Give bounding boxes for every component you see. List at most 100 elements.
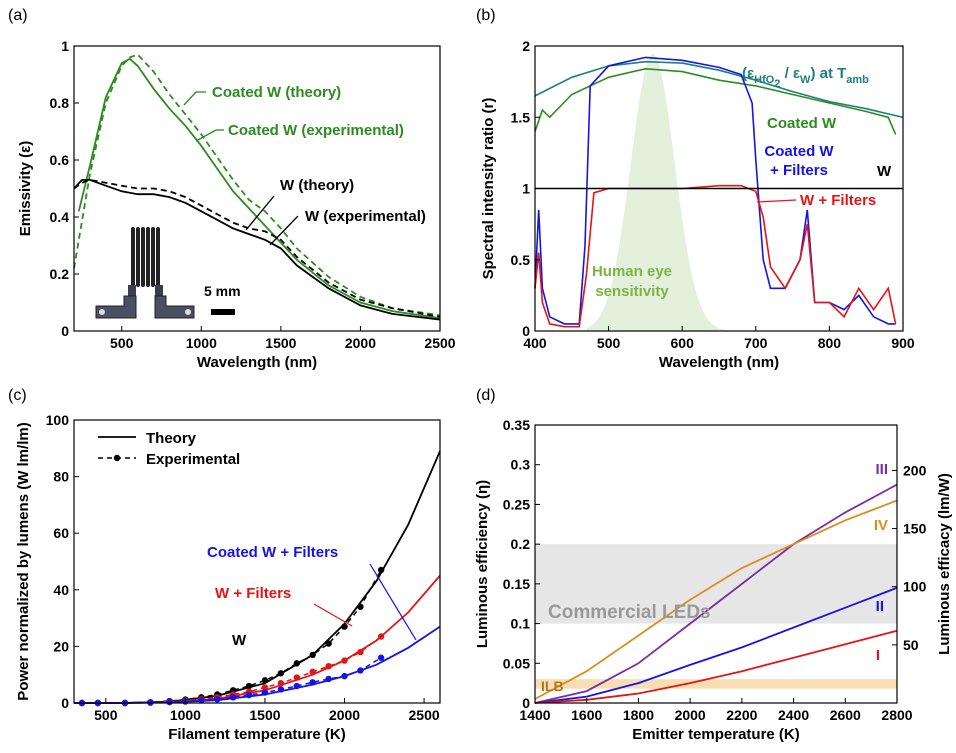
y-tick-label: 1: [61, 38, 69, 54]
series-line: [534, 499, 898, 700]
experimental-point: [341, 672, 348, 680]
x-tick-label: 1400: [519, 707, 550, 723]
panel-a: (a) 500 1000 1500 2000 2500 0 0.2 0.4 0.6 0.8 1 Wave…: [8, 7, 456, 371]
theory-line: [74, 450, 441, 704]
y-tick-label: 1.5: [511, 109, 531, 125]
x-tick-label: 500: [110, 335, 134, 351]
filament-clamp-right: [154, 295, 195, 319]
callout-line: [195, 129, 217, 142]
experimental-point: [166, 698, 173, 706]
experimental-point: [245, 682, 253, 690]
experimental-point: [341, 623, 348, 630]
y-axis-label: Power normalized by lumens (W lm/lm): [15, 422, 32, 700]
annotation-coated-w: Coated W: [767, 115, 837, 132]
scale-bar: [211, 309, 235, 315]
y2-axis-label: Luminous efficacy (lm/W): [936, 473, 953, 655]
plot-frame: [73, 419, 441, 704]
experimental-point: [261, 684, 269, 691]
annotation-plus-filters: + Filters: [770, 162, 828, 179]
annotation-w: W: [877, 163, 892, 180]
panel-b: (b) 400 500 600 700 800 900 0 0.5 1 1.5 2 Wavelength…: [476, 7, 915, 371]
label-series-i: I: [876, 647, 880, 664]
x-tick-label: 1000: [186, 335, 217, 351]
clamp-hole: [99, 309, 105, 315]
x-tick-label: 500: [94, 707, 118, 723]
annotation-part: (ε: [742, 65, 754, 82]
y-tick-label: 0.1: [511, 616, 531, 632]
callout-line: [183, 91, 197, 106]
plot-frame: [73, 45, 441, 332]
y-tick-label: 0.35: [503, 417, 530, 433]
y-tick-label: 20: [53, 638, 69, 654]
x-axis-label: Filament temperature (K): [168, 726, 346, 743]
series-line: [534, 56, 896, 325]
callout-line: [313, 603, 353, 627]
series-line: [73, 53, 441, 317]
y-tick-label: 80: [53, 469, 69, 485]
x-axis-label: Wavelength (nm): [659, 354, 779, 371]
filament-lead: [128, 285, 136, 305]
annotation-part: ) at T: [810, 65, 846, 82]
legend-experimental-label: Experimental: [146, 451, 240, 468]
x-tick-label: 1000: [170, 707, 201, 723]
filament-coil: [151, 227, 155, 287]
experimental-point: [377, 654, 385, 661]
experimental-point: [309, 668, 316, 676]
x-tick-label: 2000: [345, 335, 376, 351]
experimental-point: [309, 651, 316, 659]
label-w-theory: W (theory): [280, 177, 354, 194]
callout-line: [756, 199, 797, 203]
y-tick-label: 0.05: [503, 655, 530, 671]
y-axis-label: Emissivity (ε): [17, 141, 34, 237]
series-line: [534, 67, 897, 135]
legend-theory-label: Theory: [146, 430, 197, 447]
label-coated-w-experimental: Coated W (experimental): [228, 122, 404, 139]
experimental-point: [377, 633, 385, 640]
experimental-point: [261, 677, 269, 684]
annotation-part: amb: [846, 74, 869, 86]
y-tick-label: 40: [53, 582, 69, 598]
filament-coil: [146, 227, 150, 287]
label-series-ii: II: [876, 598, 884, 615]
series-line: [77, 57, 441, 320]
experimental-point: [357, 648, 364, 656]
experimental-point: [293, 682, 300, 690]
panel-label-b: (b): [476, 7, 496, 24]
experimental-point: [377, 566, 385, 574]
filament-coil: [141, 227, 145, 287]
series-line: [534, 629, 898, 704]
series-line: [534, 586, 898, 704]
y2-tick-label: 100: [903, 579, 927, 595]
x-tick-label: 2200: [726, 707, 757, 723]
panel-d: (d) 1400 1600 1800 2000 2200 2400 2600 2800 0 0.05…: [474, 387, 953, 743]
series-line: [73, 179, 441, 321]
label-commercial-leds: Commercial LEDs: [548, 602, 711, 623]
callout-line: [369, 563, 417, 641]
experimental-point: [277, 670, 285, 677]
annotation-emissivity-ratio: (εHfO2 / εW) at Tamb: [742, 65, 869, 90]
series-line: [534, 483, 898, 704]
annotation-human-eye: Human eye: [592, 263, 672, 280]
y-tick-label: 0.25: [503, 496, 530, 512]
experimental-point: [214, 696, 221, 703]
label-series-iii: III: [875, 461, 888, 478]
label-w-filters: W + Filters: [215, 585, 291, 602]
y-tick-label: 0.15: [503, 576, 530, 592]
experimental-point: [357, 603, 364, 610]
label-series-iv: IV: [874, 517, 888, 534]
experimental-point: [245, 691, 253, 699]
y-tick-label: 100: [46, 412, 70, 428]
plot-frame: [534, 424, 898, 704]
x-tick-label: 500: [597, 335, 621, 351]
filament-coil: [136, 227, 140, 287]
y-tick-label: 60: [53, 525, 69, 541]
panel-c: (c) 500 1000 1500 2000 2500 0 20 40 60 80 100 Filame…: [8, 387, 441, 743]
experimental-point: [293, 660, 300, 667]
x-axis-label: Emitter temperature (K): [632, 726, 800, 743]
y-tick-label: 0.3: [511, 457, 531, 473]
y-tick-label: 2: [522, 38, 530, 54]
label-w-experimental: W (experimental): [305, 208, 426, 225]
experimental-point: [277, 686, 285, 693]
y-axis-label: Spectral intensity ratio (r): [480, 98, 497, 280]
human-eye-sensitivity-area: [586, 53, 742, 331]
